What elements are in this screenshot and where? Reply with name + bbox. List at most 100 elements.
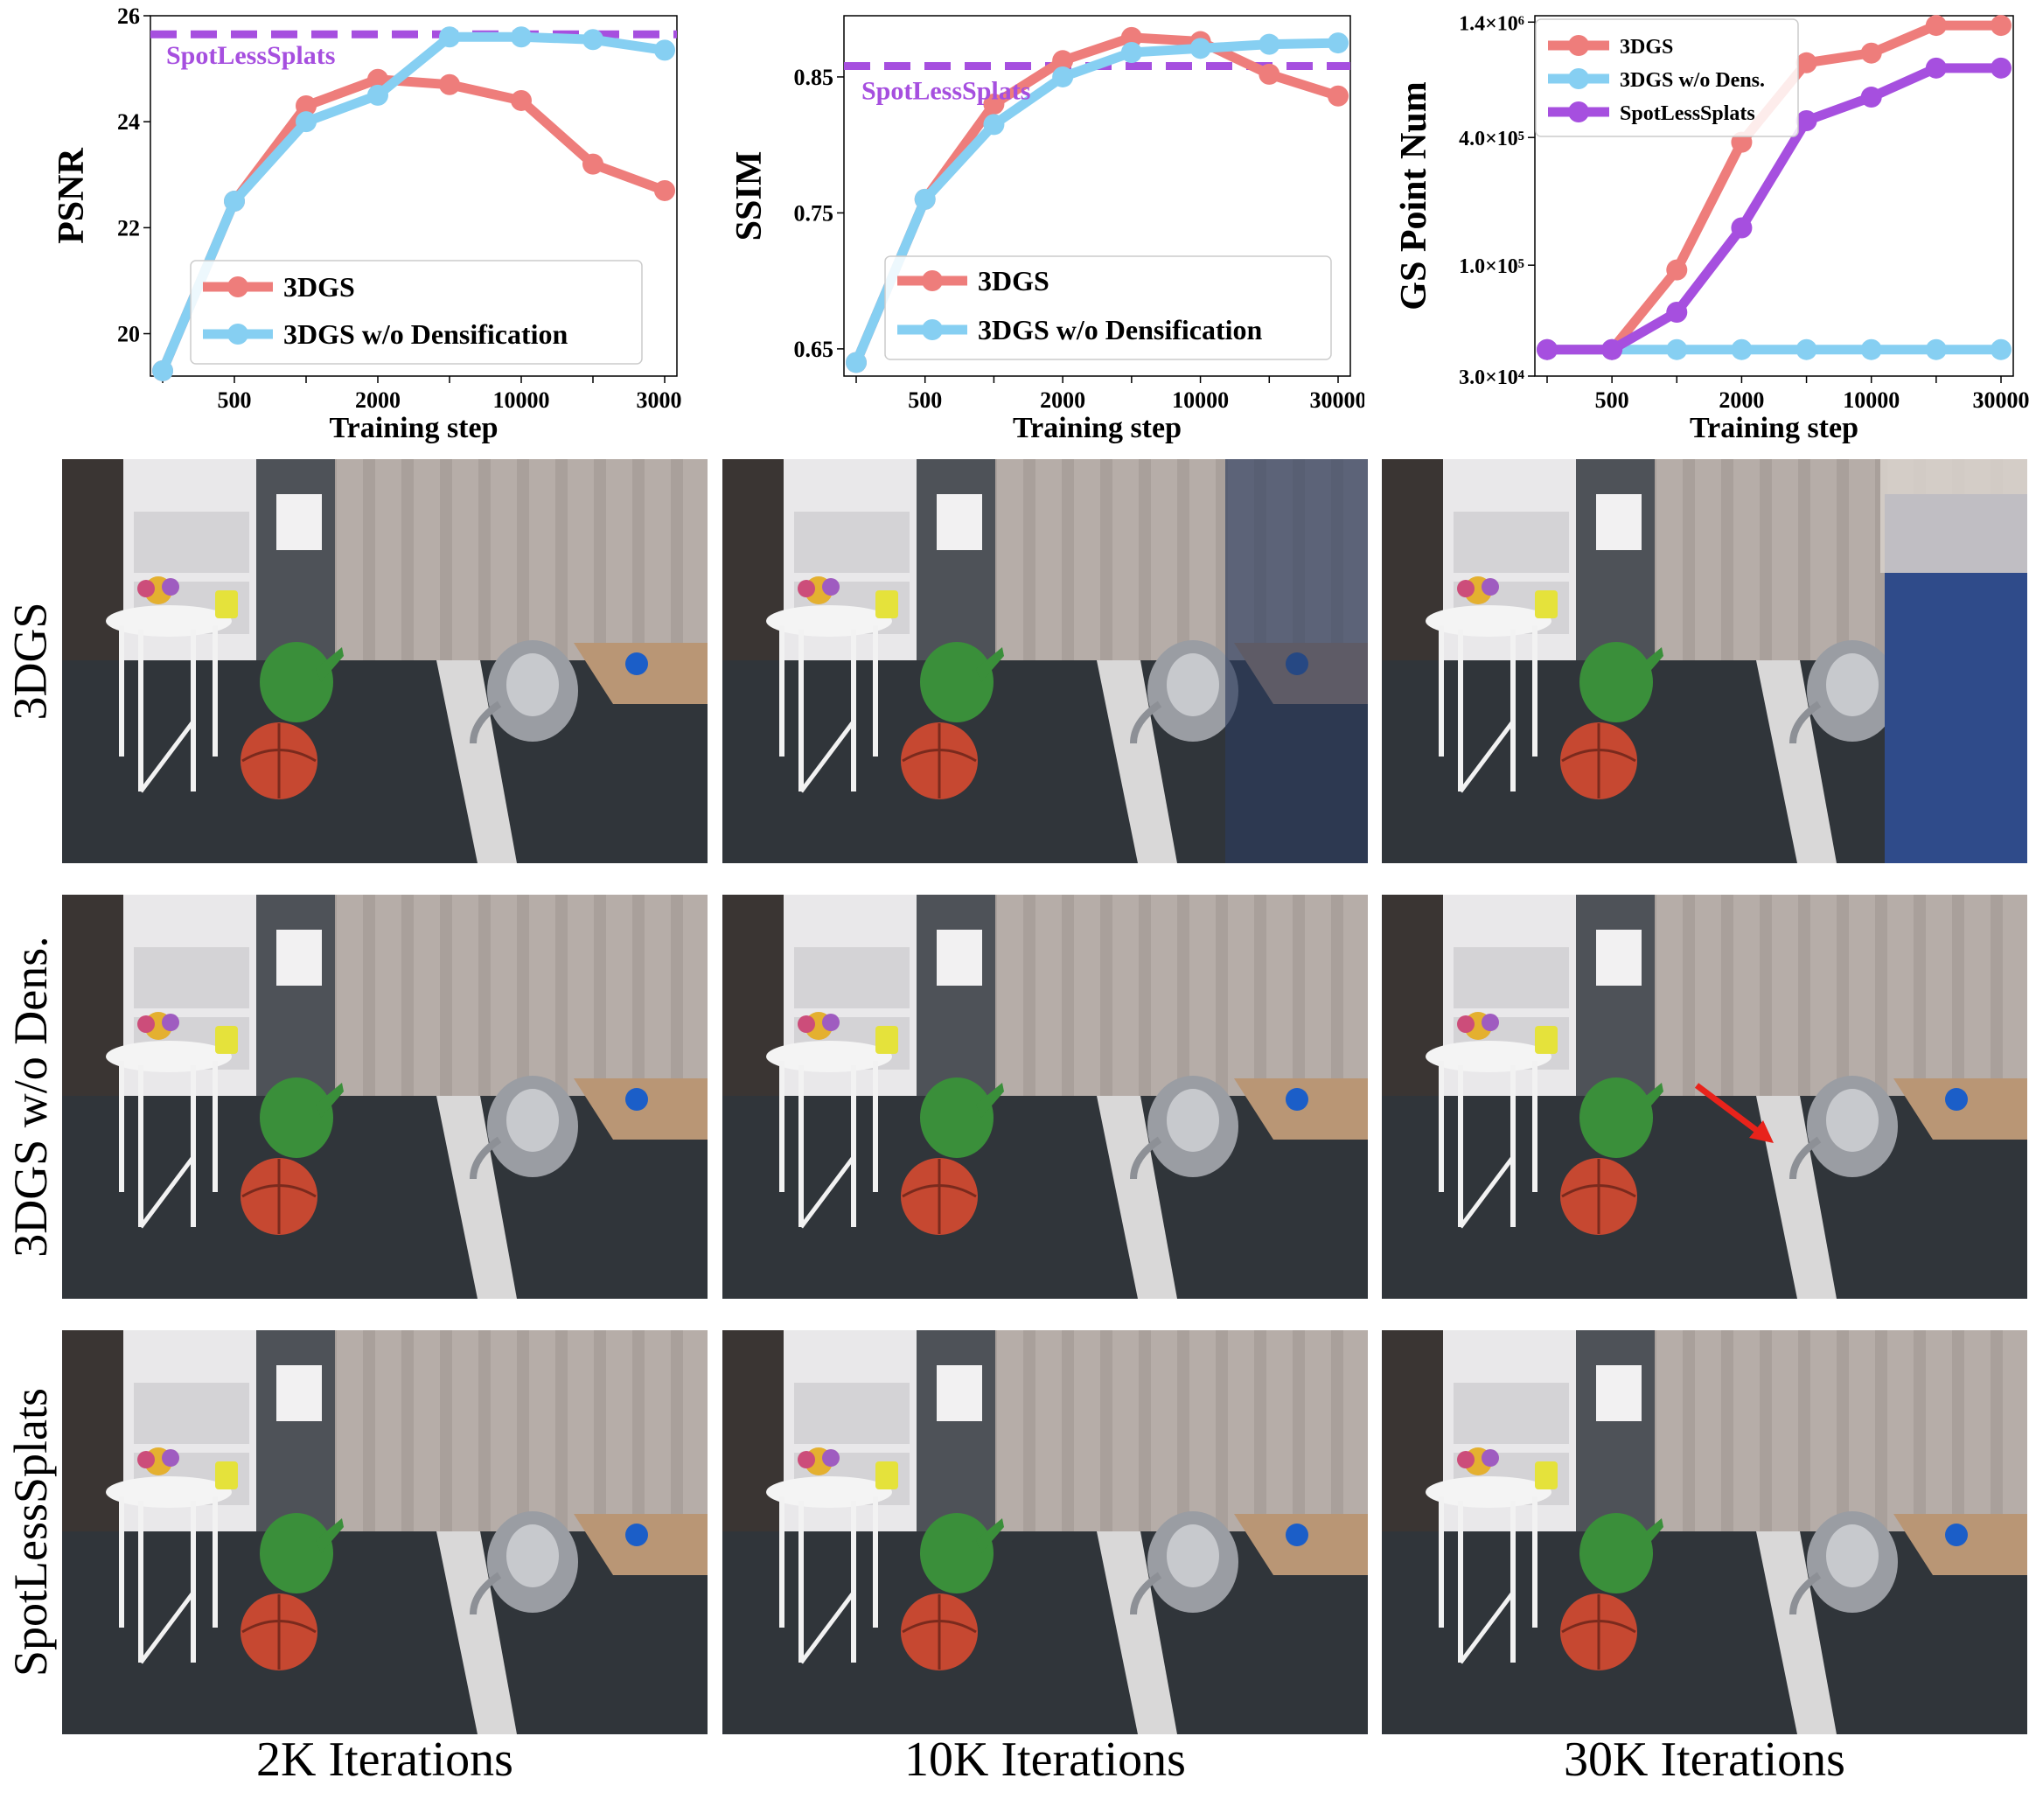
- render-panel-3dgs-wo-dens-2k: [62, 895, 708, 1299]
- ssim-chart: 500 2000 10000 30000 0.65 0.75 0.85 Training st…: [682, 0, 1367, 455]
- ssim-legend-marker-1: [922, 319, 943, 340]
- gs_points-point-2-4: [1795, 110, 1817, 132]
- gs_points-ytick-label: 1.0×10⁵: [1459, 255, 1524, 278]
- gs_points-point-1-6: [1925, 338, 1947, 360]
- psnr-point-1-1: [224, 191, 245, 213]
- gs_points-xtick-label: 10000: [1843, 387, 1900, 413]
- psnr-xtick-label: 30000: [637, 387, 683, 413]
- red-arrow-annotation: [1694, 1083, 1762, 1135]
- gs_points-xlabel: Training step: [1690, 412, 1858, 444]
- gs_points-point-1-5: [1860, 338, 1882, 360]
- column-label-10k: 10K Iterations: [904, 1733, 1186, 1787]
- ssim-point-1-1: [914, 188, 936, 210]
- ssim-point-1-2: [983, 114, 1005, 136]
- ssim-point-0-2: [983, 94, 1005, 115]
- ssim-xtick-label: 2000: [1040, 387, 1085, 413]
- ssim-point-0-4: [1120, 26, 1142, 48]
- psnr-point-1-0: [152, 359, 173, 381]
- gs_points-point-2-6: [1925, 57, 1947, 79]
- psnr-point-0-5: [511, 89, 532, 111]
- psnr-ylabel: PSNR: [52, 147, 92, 243]
- psnr-frame: [150, 15, 678, 377]
- psnr-ytick-label: 20: [117, 322, 140, 347]
- ssim-ytick-label: 0.65: [794, 337, 834, 362]
- psnr-point-0-3: [367, 68, 388, 90]
- ssim-xtick-label: 30000: [1310, 387, 1365, 413]
- red-arrow-head: [1749, 1120, 1774, 1143]
- psnr-xtick-label: 2000: [355, 387, 401, 413]
- ssim-point-1-4: [1120, 41, 1142, 63]
- ssim-point-0-7: [1328, 85, 1349, 107]
- ssim-xtick-label: 500: [908, 387, 942, 413]
- psnr-point-0-4: [439, 73, 460, 95]
- row-label-3dgs: 3DGS: [4, 602, 57, 721]
- gs_points-point-2-5: [1860, 87, 1882, 108]
- psnr-legend-marker-0: [227, 276, 248, 297]
- gs_points-ytick-label: 3.0×10⁴: [1459, 366, 1524, 389]
- render-panel-spotlesssplats-30k: [1382, 1330, 2027, 1734]
- gs_points-ytick-label: 4.0×10⁵: [1459, 128, 1524, 150]
- psnr-chart-svg: 500 2000 10000 30000 20 22 24 26 Training step PS…: [52, 3, 694, 444]
- psnr-point-0-6: [582, 153, 603, 175]
- gs_points-point-2-1: [1601, 338, 1623, 360]
- column-label-2k: 2K Iterations: [256, 1733, 513, 1787]
- render-panel-3dgs-10k: [722, 459, 1368, 863]
- gs_points-point-1-3: [1731, 338, 1753, 360]
- gs_points-ylabel: GS Point Num: [1394, 81, 1434, 310]
- row-label-spotlesssplats: SpotLessSplats: [4, 1387, 58, 1677]
- gs_points-point-2-2: [1666, 302, 1688, 324]
- ssim-chart-svg: 500 2000 10000 30000 0.65 0.75 0.85 Training st…: [729, 15, 1367, 444]
- ssim-ylabel: SSIM: [729, 151, 770, 241]
- gs_points-legend-marker-0: [1568, 35, 1589, 56]
- ssim-point-0-6: [1259, 63, 1280, 85]
- ssim-point-1-3: [1052, 66, 1074, 87]
- psnr-point-1-2: [296, 111, 317, 133]
- render-panel-3dgs-30k: [1382, 459, 2027, 863]
- gs-chart-svg: 500 2000 10000 30000 3.0×10⁴ 1.0×10⁵ 4.0×10⁵ 1.…: [1394, 12, 2030, 444]
- ssim-legend: [884, 255, 1332, 360]
- psnr-reference-label: SpotLessSplats: [166, 41, 335, 70]
- psnr-xtick-label: 10000: [493, 387, 550, 413]
- psnr-point-1-3: [367, 84, 388, 106]
- ssim-ytick-label: 0.85: [794, 65, 834, 90]
- ssim-point-1-6: [1259, 33, 1280, 55]
- ssim-legend-label-1: 3DGS w/o Densification: [978, 314, 1263, 345]
- gs_points-xtick-label: 2000: [1719, 387, 1764, 413]
- gs_points-point-1-4: [1795, 338, 1817, 360]
- psnr-ytick-label: 26: [117, 3, 140, 29]
- ssim-point-1-7: [1328, 32, 1349, 54]
- ssim-legend-marker-0: [922, 270, 943, 291]
- render-panel-spotlesssplats-2k: [62, 1330, 708, 1734]
- gs_points-xtick-label: 30000: [1973, 387, 2030, 413]
- gs_points-xtick-label: 500: [1595, 387, 1629, 413]
- gs_points-legend-marker-2: [1568, 101, 1589, 122]
- psnr-point-1-5: [511, 26, 532, 48]
- ssim-reference-label: SpotLessSplats: [861, 77, 1030, 106]
- psnr-legend-marker-1: [227, 324, 248, 345]
- gs_points-point-0-2: [1666, 259, 1688, 281]
- psnr-point-1-4: [439, 26, 460, 48]
- psnr-legend: [190, 260, 643, 365]
- psnr-xlabel: Training step: [329, 412, 498, 444]
- ssim-xtick-label: 10000: [1172, 387, 1229, 413]
- gs_points-series-line-2: [1547, 63, 2001, 355]
- gs_points-point-1-7: [1991, 338, 2012, 360]
- ssim-point-1-0: [846, 352, 867, 373]
- gs_points-legend-label-2: SpotLessSplats: [1620, 102, 1755, 125]
- psnr-point-0-7: [654, 179, 675, 201]
- ssim-xlabel: Training step: [1013, 412, 1182, 444]
- gs_points-point-1-2: [1666, 338, 1688, 360]
- ssim-frame: [843, 15, 1351, 377]
- gs_points-point-0-4: [1795, 52, 1817, 73]
- gs_points-point-2-3: [1731, 217, 1753, 239]
- gs_points-legend-marker-1: [1568, 68, 1589, 89]
- render-panel-3dgs-2k: [62, 459, 708, 863]
- psnr-ytick-label: 24: [117, 109, 140, 135]
- psnr-point-1-6: [582, 29, 603, 51]
- gs_points-point-0-5: [1860, 42, 1882, 64]
- gs_points-point-0-6: [1925, 15, 1947, 37]
- row-label-3dgs-wo-dens: 3DGS w/o Dens.: [4, 936, 58, 1258]
- ssim-series-line-1: [851, 38, 1339, 365]
- render-panel-spotlesssplats-10k: [722, 1330, 1368, 1734]
- psnr-series-line-1: [157, 31, 666, 373]
